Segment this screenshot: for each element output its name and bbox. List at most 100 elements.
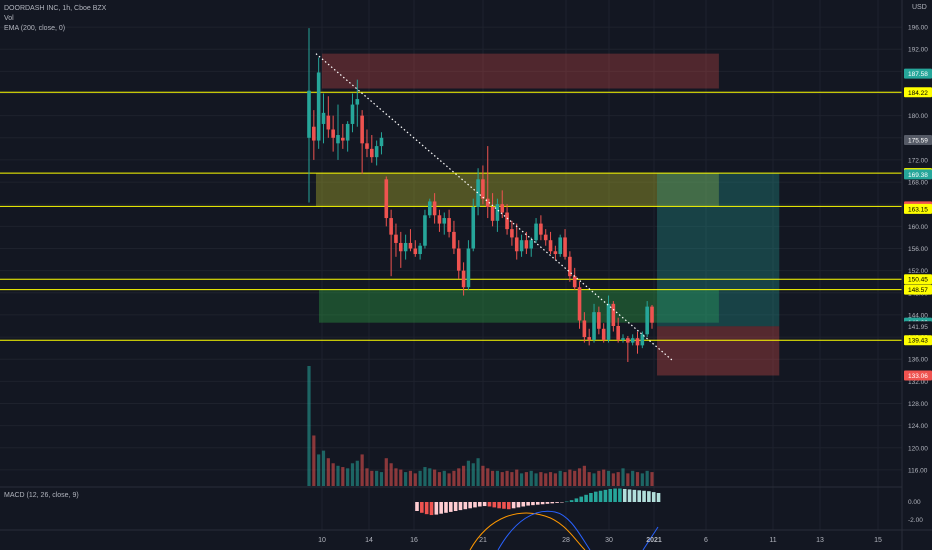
- volume-bar: [490, 470, 495, 486]
- date-tick-label: 30: [605, 537, 613, 544]
- volume-bar: [428, 468, 432, 486]
- date-tick-label: 16: [410, 537, 418, 544]
- price-tag-label: 184.22: [908, 90, 928, 97]
- candle-body: [413, 248, 418, 255]
- macd-tick-label: 0.00: [908, 499, 921, 506]
- candle-body: [437, 215, 442, 224]
- macd-signal-line: [469, 512, 586, 550]
- date-tick-label: 11: [769, 537, 776, 544]
- volume-bar: [476, 458, 480, 486]
- price-tag: 139.43: [904, 335, 932, 346]
- macd-histogram-bar: [531, 502, 535, 506]
- candle-body: [616, 326, 620, 340]
- candle-body: [389, 218, 393, 235]
- price-tick-label: 172.00: [908, 157, 928, 164]
- candle-body: [341, 137, 345, 141]
- date-tick-label: 10: [318, 537, 326, 544]
- macd-histogram-bar: [453, 502, 458, 511]
- volume-bar: [577, 468, 582, 486]
- candle-body: [548, 240, 553, 252]
- macd-histogram-bar: [526, 502, 530, 506]
- candle-body: [650, 306, 654, 323]
- candle-body: [592, 312, 596, 340]
- volume-bar: [336, 465, 340, 486]
- price-tick-label: 192.00: [908, 47, 928, 54]
- volume-bar: [553, 473, 557, 486]
- candle-body: [606, 303, 611, 340]
- price-tick-label: 156.00: [908, 246, 928, 253]
- macd-histogram-bar: [506, 502, 511, 510]
- macd-histogram-bar: [637, 490, 642, 502]
- volume-bar: [486, 468, 490, 486]
- candle-body: [514, 237, 519, 252]
- candle-body: [601, 328, 606, 340]
- date-tick-label: 21: [479, 537, 487, 544]
- volume-bar: [466, 460, 471, 486]
- macd-histogram-bar: [492, 502, 497, 508]
- volume-bar: [350, 463, 355, 486]
- macd-histogram-bar: [603, 489, 608, 502]
- candle-body: [365, 143, 369, 149]
- candle-body: [519, 240, 524, 252]
- candle-body: [543, 234, 548, 241]
- volume-bar: [447, 473, 451, 486]
- candle-body: [350, 104, 355, 124]
- price-tag-label: 187.58: [908, 71, 928, 78]
- candle-body: [630, 338, 635, 343]
- macd-line: [642, 526, 659, 550]
- volume-bar: [355, 460, 359, 486]
- candle-body: [640, 334, 645, 346]
- price-tag: 148.57: [904, 284, 932, 295]
- price-tag: 141.95: [904, 321, 932, 332]
- candle-body: [485, 198, 490, 207]
- volume-bar: [423, 467, 427, 486]
- macd-histogram-bar: [540, 502, 545, 505]
- macd-histogram-bar: [560, 502, 564, 503]
- volume-bar: [331, 463, 335, 486]
- price-tag: 187.58: [904, 68, 932, 79]
- volume-bar: [563, 472, 567, 486]
- volume-bar: [346, 468, 350, 486]
- volume-bar: [375, 470, 379, 486]
- price-tag-label: 169.38: [908, 172, 928, 179]
- macd-histogram-bar: [439, 502, 443, 514]
- volume-bar: [592, 473, 596, 486]
- volume-bar: [399, 469, 403, 486]
- volume-bar: [616, 472, 620, 486]
- volume-bar: [437, 472, 442, 486]
- price-tick-label: 128.00: [908, 401, 928, 408]
- volume-bar: [384, 458, 388, 486]
- candle-body: [355, 99, 360, 105]
- candle-body: [563, 237, 567, 257]
- candle-body: [626, 338, 630, 343]
- candle-body: [403, 242, 408, 252]
- macd-histogram-bar: [497, 502, 501, 509]
- macd-histogram-bar: [415, 502, 419, 511]
- macd-histogram-bar: [545, 502, 550, 504]
- price-tick-label: 168.00: [908, 180, 928, 187]
- supply-zone: [315, 173, 719, 207]
- macd-histogram-bar: [618, 488, 622, 502]
- macd-histogram-bar: [555, 502, 559, 503]
- candle-body: [635, 338, 640, 346]
- macd-histogram-bar: [569, 500, 574, 502]
- legend-symbol: DOORDASH INC, 1h, Cboe BZX: [4, 5, 107, 12]
- volume-bar: [645, 470, 649, 486]
- date-tick-label: 28: [562, 537, 570, 544]
- volume-bar: [515, 469, 519, 486]
- volume-bar: [317, 454, 321, 486]
- volume-bar: [341, 467, 345, 486]
- volume-bar: [418, 470, 422, 486]
- candle-body: [418, 245, 422, 255]
- candle-body: [481, 179, 485, 199]
- price-tag-bg: [904, 321, 932, 332]
- candle-body: [307, 90, 311, 138]
- candle-body: [336, 135, 340, 144]
- candle-body: [510, 229, 514, 238]
- macd-histogram-bar: [516, 502, 521, 508]
- candle-body: [558, 237, 563, 255]
- price-tick-label: 152.00: [908, 268, 928, 275]
- legend-ema: EMA (200, close, 0): [4, 25, 66, 32]
- macd-histogram-bar: [473, 502, 477, 508]
